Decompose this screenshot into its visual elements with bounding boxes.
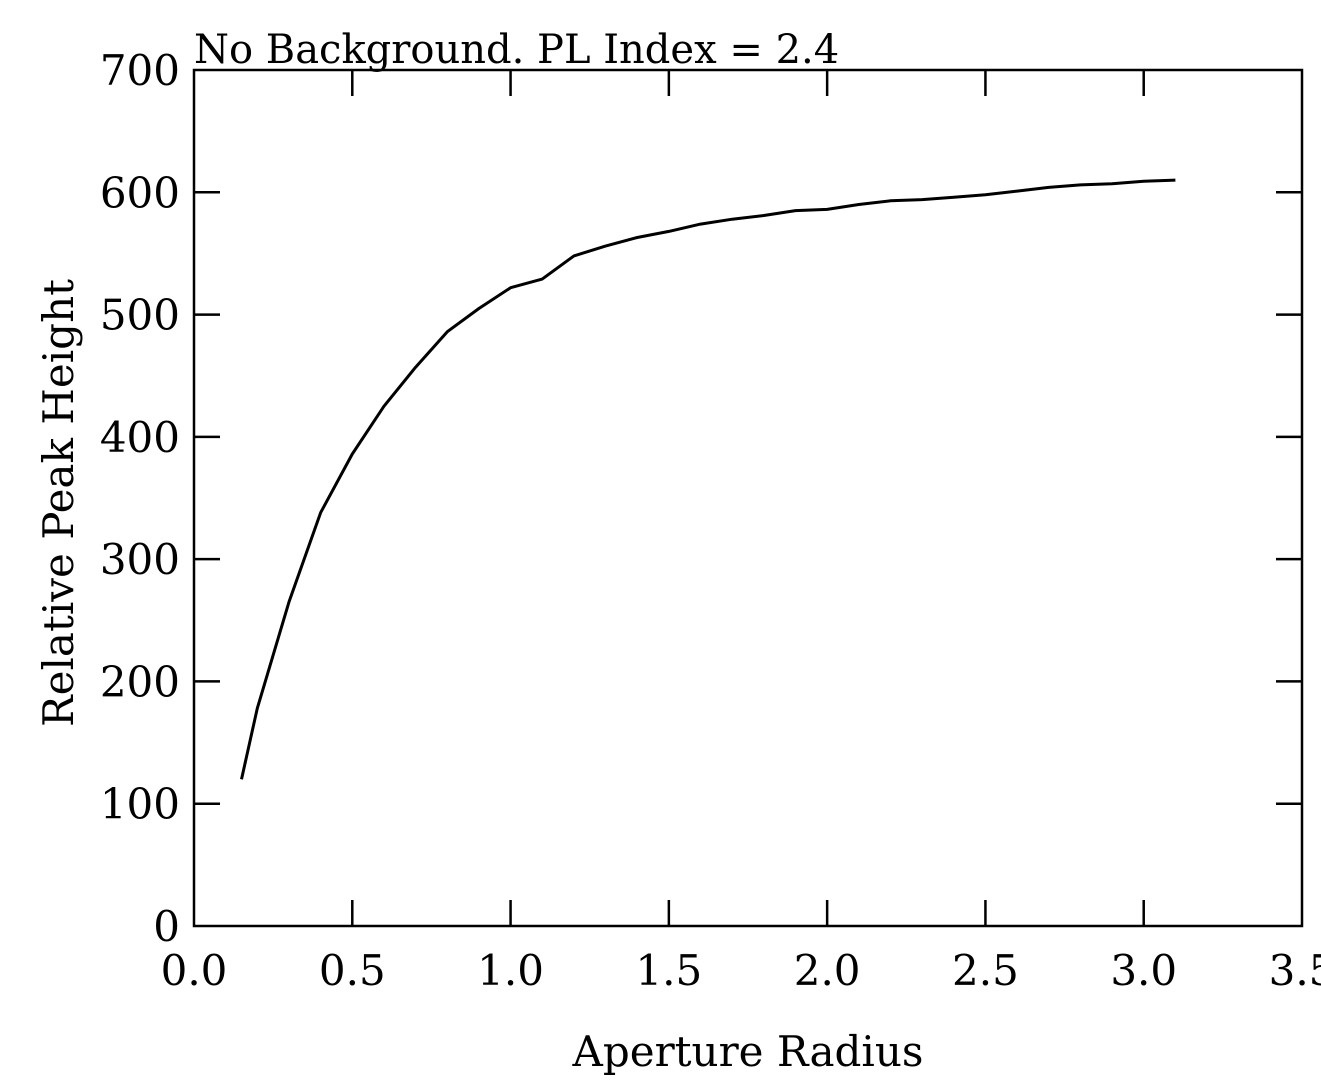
plot-frame [192, 68, 1304, 928]
y-tick-label: 100 [100, 780, 180, 829]
x-tick-label: 3.5 [1269, 946, 1321, 995]
y-tick-labels: 0 100 200 300 400 500 600 700 [100, 46, 180, 951]
y-tick-label: 200 [100, 657, 180, 706]
x-tick-label: 1.0 [477, 946, 544, 995]
y-tick-label: 300 [100, 535, 180, 584]
y-tick-label: 700 [100, 46, 180, 95]
chart-title: No Background. PL Index = 2.4 [194, 27, 839, 73]
x-tick-label: 2.0 [794, 946, 861, 995]
x-tick-label: 0.5 [319, 946, 386, 995]
y-tick-label: 500 [100, 291, 180, 340]
x-tick-labels: 0.0 0.5 1.0 1.5 2.0 2.5 3.0 3.5 [161, 946, 1321, 995]
x-axis-label: Aperture Radius [572, 1027, 924, 1076]
x-tick-label: 1.5 [635, 946, 702, 995]
data-line [240, 178, 1176, 780]
x-tick-label: 0.0 [161, 946, 228, 995]
y-tick-label: 0 [153, 902, 180, 951]
y-tick-label: 400 [100, 413, 180, 462]
y-axis-label: Relative Peak Height [34, 279, 83, 727]
x-tick-label: 3.0 [1110, 946, 1177, 995]
axis-ticks [194, 70, 1302, 926]
y-tick-label: 600 [100, 168, 180, 217]
x-tick-label: 2.5 [952, 946, 1019, 995]
